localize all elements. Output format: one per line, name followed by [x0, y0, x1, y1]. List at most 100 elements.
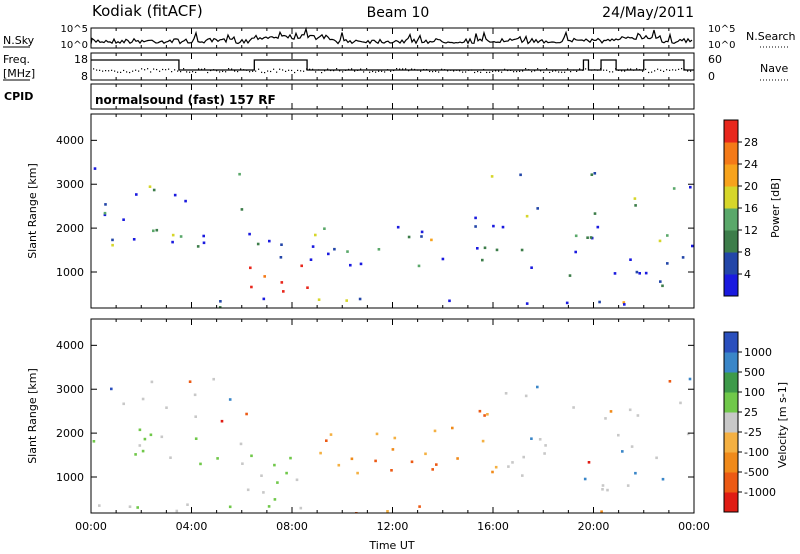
heatmap-cell — [417, 264, 421, 268]
heatmap-cell — [520, 248, 524, 252]
heatmap-cell — [391, 448, 395, 451]
heatmap-cell — [655, 456, 658, 460]
heatmap-cell — [250, 285, 253, 289]
heatmap-cell — [635, 270, 639, 274]
nave-point — [645, 68, 647, 70]
heatmap-cell — [543, 452, 546, 455]
heatmap-cell — [249, 266, 252, 270]
nave-point — [264, 71, 266, 74]
colorbar-tick-label: 20 — [744, 180, 758, 193]
heatmap-cell — [165, 406, 168, 409]
nave-point — [327, 68, 329, 70]
heatmap-cell — [593, 212, 597, 215]
nave-point — [579, 68, 581, 70]
heatmap-cell — [568, 274, 572, 277]
heatmap-cell — [289, 456, 292, 460]
nave-point — [642, 70, 644, 72]
heatmap-cell — [658, 239, 662, 243]
heatmap-cell — [590, 173, 594, 176]
colorbar-tick-label: -500 — [744, 466, 769, 479]
heatmap-cell — [481, 258, 484, 262]
nave-point — [570, 71, 572, 73]
heatmap-cell — [410, 460, 414, 464]
power-yaxis: 1000 2000 3000 4000 — [56, 134, 84, 279]
nave-point — [678, 68, 680, 70]
nave-point — [297, 69, 299, 71]
nave-point — [423, 68, 425, 71]
heatmap-cell — [593, 172, 597, 175]
heatmap-cell — [681, 256, 685, 259]
xtick-5: 20:00 — [578, 520, 610, 533]
heatmap-cell — [504, 392, 508, 395]
nave-point — [129, 71, 131, 74]
heatmap-cell — [536, 385, 539, 389]
heatmap-cell — [433, 429, 437, 433]
heatmap-cell — [111, 238, 114, 242]
nave-point — [384, 71, 386, 73]
nave-point — [606, 69, 608, 71]
heatmap-cell — [519, 173, 522, 177]
heatmap-cell — [424, 452, 427, 456]
nave-point — [393, 69, 395, 72]
heatmap-cell — [155, 228, 159, 232]
nave-point — [492, 70, 494, 73]
heatmap-cell — [441, 257, 445, 261]
heatmap-cell — [621, 450, 624, 453]
freq-ytick-top-left: 18 — [74, 53, 88, 66]
velocity-heatmap — [92, 377, 692, 513]
heatmap-cell — [282, 290, 285, 293]
heatmap-cell — [448, 299, 451, 303]
nave-point — [288, 69, 290, 71]
nave-point — [171, 71, 173, 73]
heatmap-cell — [295, 478, 299, 482]
velocity-ylabel: Slant Range [km] — [26, 368, 39, 464]
power-colorbar-label: Power [dB] — [769, 178, 782, 238]
heatmap-cell — [138, 444, 142, 447]
nave-point — [633, 69, 635, 71]
nave-point — [198, 68, 200, 70]
heatmap-cell — [184, 199, 187, 203]
colorbar-swatch — [724, 452, 738, 473]
nave-point — [627, 68, 629, 70]
heatmap-cell — [256, 242, 260, 246]
heatmap-cell — [483, 246, 487, 250]
heatmap-cell — [103, 211, 107, 215]
heatmap-cell — [629, 258, 632, 261]
heatmap-cell — [306, 286, 309, 289]
heatmap-cell — [188, 380, 192, 383]
heatmap-cell — [486, 413, 489, 416]
nave-point — [255, 70, 257, 72]
nave-dots — [93, 68, 692, 74]
heatmap-cell — [525, 302, 529, 305]
heatmap-cell — [260, 474, 263, 477]
noise-ytick-top-left: 10^5 — [61, 24, 88, 35]
heatmap-cell — [507, 465, 510, 468]
noise-left-label: N.Sky — [3, 34, 35, 47]
heatmap-cell — [132, 238, 136, 241]
heatmap-cell — [216, 457, 219, 460]
nave-point — [660, 69, 662, 71]
heatmap-cell — [374, 459, 377, 463]
nave-point — [552, 70, 554, 72]
nave-point — [111, 69, 113, 71]
heatmap-cell — [435, 463, 438, 466]
nave-point — [483, 68, 485, 71]
heatmap-cell — [661, 477, 665, 481]
nave-point — [444, 69, 446, 71]
heatmap-cell — [345, 299, 348, 302]
heatmap-cell — [199, 462, 202, 466]
colorbar-tick-label: 1000 — [744, 346, 772, 359]
nave-point — [630, 68, 632, 70]
heatmap-cell — [623, 303, 626, 306]
heatmap-cell — [325, 439, 328, 442]
nave-point — [636, 68, 638, 70]
velocity-colorbar-label: Velocity [m s-1] — [776, 382, 789, 468]
nave-point — [654, 70, 656, 72]
heatmap-cell — [430, 238, 433, 242]
nave-point — [207, 71, 209, 74]
colorbar-swatch — [724, 208, 738, 231]
heatmap-cell — [538, 438, 542, 441]
heatmap-cell — [606, 488, 609, 492]
heatmap-cell — [636, 414, 640, 417]
heatmap-cell — [375, 432, 379, 436]
